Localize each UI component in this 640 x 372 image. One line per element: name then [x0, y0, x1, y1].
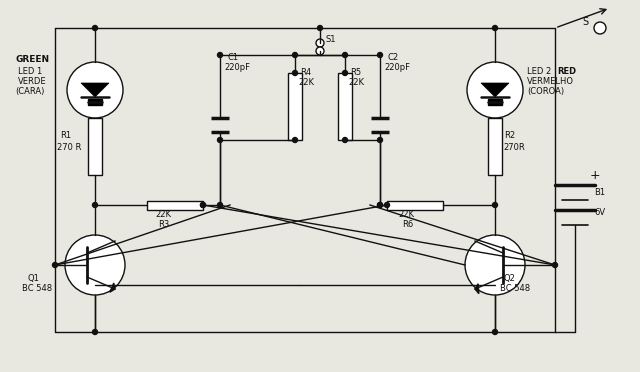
Bar: [488, 118, 502, 175]
Text: Q2: Q2: [503, 274, 515, 283]
Text: 270R: 270R: [503, 143, 525, 152]
Text: R3: R3: [158, 220, 169, 229]
Circle shape: [292, 138, 298, 142]
Circle shape: [200, 202, 205, 208]
Circle shape: [467, 62, 523, 118]
Circle shape: [594, 22, 606, 34]
Circle shape: [218, 52, 223, 58]
Polygon shape: [475, 284, 479, 294]
Circle shape: [552, 263, 557, 267]
Text: (COROA): (COROA): [527, 87, 564, 96]
Text: 220pF: 220pF: [224, 63, 250, 72]
Text: Q1: Q1: [28, 274, 40, 283]
Polygon shape: [488, 99, 502, 105]
Text: VERMELHO: VERMELHO: [527, 77, 574, 86]
Text: R4: R4: [300, 68, 311, 77]
Bar: [88, 118, 102, 175]
Text: LED 2: LED 2: [527, 67, 554, 76]
Bar: [147, 201, 203, 209]
Circle shape: [342, 71, 348, 76]
Text: 220pF: 220pF: [384, 63, 410, 72]
Text: R6: R6: [402, 220, 413, 229]
Text: C2: C2: [388, 53, 399, 62]
Text: 22K: 22K: [348, 78, 364, 87]
Text: GREEN: GREEN: [15, 55, 49, 64]
Polygon shape: [81, 83, 109, 97]
Circle shape: [93, 330, 97, 334]
Circle shape: [342, 52, 348, 58]
Text: S1: S1: [325, 35, 335, 44]
Text: BC 548: BC 548: [500, 284, 530, 293]
Text: VERDE: VERDE: [18, 77, 47, 86]
Circle shape: [316, 47, 324, 55]
Text: 22K: 22K: [298, 78, 314, 87]
Bar: [338, 73, 352, 140]
Text: 270 R: 270 R: [57, 143, 81, 152]
Text: 22K: 22K: [398, 210, 414, 219]
Text: C1: C1: [228, 53, 239, 62]
Circle shape: [385, 202, 390, 208]
Circle shape: [465, 235, 525, 295]
Text: 6V: 6V: [594, 208, 605, 217]
Bar: [288, 73, 302, 140]
Circle shape: [67, 62, 123, 118]
Text: R2: R2: [504, 131, 515, 140]
Circle shape: [316, 39, 324, 47]
Circle shape: [218, 202, 223, 208]
Circle shape: [292, 71, 298, 76]
Circle shape: [493, 202, 497, 208]
Circle shape: [493, 26, 497, 31]
Circle shape: [200, 202, 205, 208]
Circle shape: [378, 52, 383, 58]
Text: LED 1: LED 1: [18, 67, 42, 76]
Text: S: S: [582, 17, 588, 27]
Circle shape: [493, 330, 497, 334]
Circle shape: [218, 138, 223, 142]
Text: R5: R5: [350, 68, 361, 77]
Polygon shape: [110, 283, 115, 292]
Circle shape: [52, 263, 58, 267]
Circle shape: [342, 138, 348, 142]
Text: R1: R1: [60, 131, 71, 140]
Circle shape: [65, 235, 125, 295]
Text: +: +: [590, 169, 600, 182]
Text: BC 548: BC 548: [22, 284, 52, 293]
Text: (CARA): (CARA): [15, 87, 44, 96]
Text: B1: B1: [594, 188, 605, 197]
Polygon shape: [88, 99, 102, 105]
Text: 22K: 22K: [155, 210, 171, 219]
Circle shape: [317, 26, 323, 31]
Circle shape: [378, 202, 383, 208]
Circle shape: [378, 138, 383, 142]
Text: RED: RED: [557, 67, 576, 76]
Circle shape: [292, 52, 298, 58]
Circle shape: [93, 202, 97, 208]
Circle shape: [93, 26, 97, 31]
Polygon shape: [481, 83, 509, 97]
Circle shape: [378, 202, 383, 208]
Bar: [387, 201, 443, 209]
